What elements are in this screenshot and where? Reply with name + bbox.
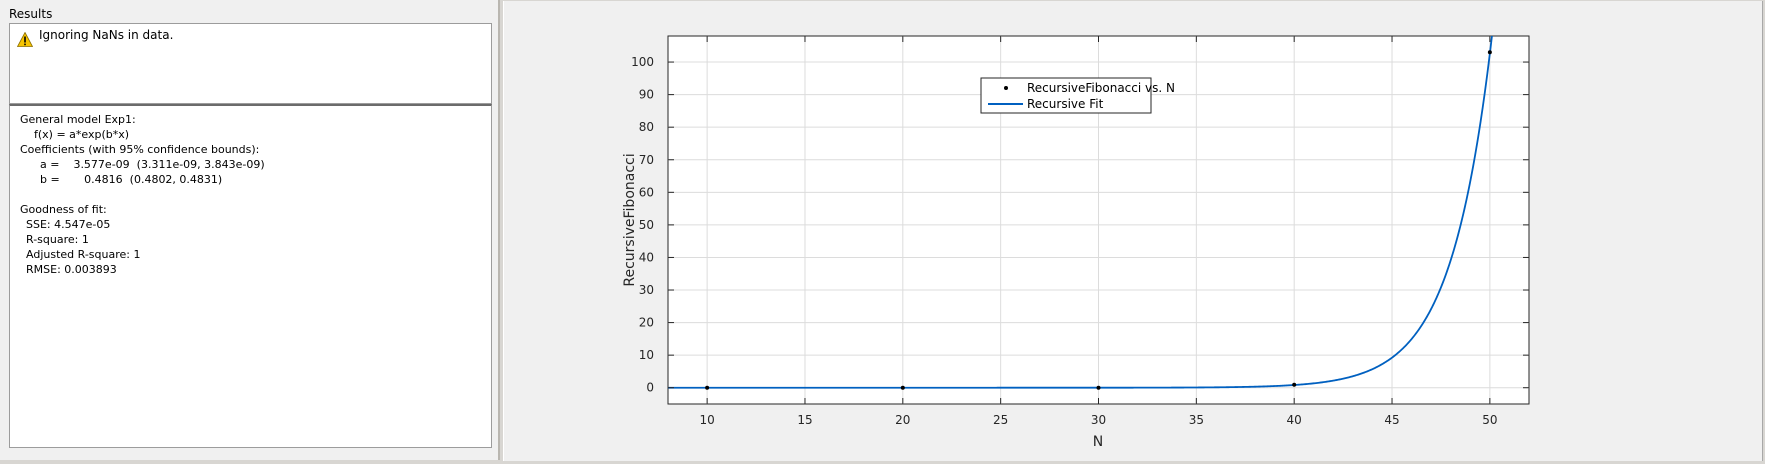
data-point <box>705 385 710 390</box>
data-point <box>1292 382 1297 387</box>
x-tick-label: 40 <box>1287 413 1302 427</box>
data-point <box>1487 50 1492 55</box>
warning-text: Ignoring NaNs in data. <box>39 28 174 42</box>
rmse-value: RMSE: 0.003893 <box>26 263 117 276</box>
y-tick-label: 80 <box>639 120 654 134</box>
coefficient-b: b = 0.4816 (0.4802, 0.4831) <box>40 173 223 186</box>
x-tick-label: 35 <box>1189 413 1204 427</box>
y-tick-label: 10 <box>639 348 654 362</box>
coefficient-a: a = 3.577e-09 (3.311e-09, 3.843e-09) <box>40 158 265 171</box>
legend[interactable]: RecursiveFibonacci vs. N Recursive Fit <box>980 77 1175 114</box>
results-panel: Results Ignoring NaNs in data. General m… <box>0 0 500 460</box>
y-tick-label: 70 <box>639 153 654 167</box>
y-tick-label: 20 <box>639 316 654 330</box>
y-tick-label: 100 <box>631 55 654 69</box>
x-tick-label: 45 <box>1384 413 1399 427</box>
coefficients-header: Coefficients (with 95% confidence bounds… <box>20 143 260 156</box>
model-equation: f(x) = a*exp(b*x) <box>34 128 130 141</box>
y-tick-label: 40 <box>639 250 654 264</box>
y-axis-ticks: 0 10 20 30 40 50 60 70 80 90 100 <box>631 55 1529 395</box>
legend-item-data: RecursiveFibonacci vs. N <box>1027 81 1175 95</box>
fit-chart[interactable]: 10 15 20 25 30 35 40 45 50 0 10 20 30 40 50 60 70 80 90 10… <box>504 1 1762 459</box>
y-tick-label: 30 <box>639 283 654 297</box>
x-tick-label: 10 <box>699 413 714 427</box>
adj-rsquare-value: Adjusted R-square: 1 <box>26 248 141 261</box>
sse-value: SSE: 4.547e-05 <box>26 218 111 231</box>
x-tick-label: 25 <box>993 413 1008 427</box>
x-tick-label: 20 <box>895 413 910 427</box>
data-point <box>900 385 905 390</box>
x-tick-label: 50 <box>1482 413 1497 427</box>
data-point <box>1096 385 1101 390</box>
x-tick-label: 15 <box>797 413 812 427</box>
fit-results-box: General model Exp1: f(x) = a*exp(b*x) Co… <box>9 104 492 448</box>
rsquare-value: R-square: 1 <box>26 233 89 246</box>
fit-curve <box>668 35 1493 389</box>
legend-item-fit: Recursive Fit <box>1027 97 1104 111</box>
data-points-layer <box>705 50 1492 390</box>
model-title: General model Exp1: <box>20 113 136 126</box>
fit-curve-layer <box>668 35 1493 389</box>
y-tick-label: 0 <box>646 381 654 395</box>
gof-header: Goodness of fit: <box>20 203 107 216</box>
grid-lines <box>668 36 1529 404</box>
y-tick-label: 50 <box>639 218 654 232</box>
x-axis-label: N <box>1093 434 1103 450</box>
warning-icon <box>17 32 33 47</box>
plot-panel: 10 15 20 25 30 35 40 45 50 0 10 20 30 40 50 60 70 80 90 10… <box>503 1 1763 461</box>
legend-point-marker <box>1004 86 1008 90</box>
y-tick-label: 60 <box>639 185 654 199</box>
y-axis-label: RecursiveFibonacci <box>622 153 638 286</box>
results-panel-title: Results <box>9 7 53 21</box>
message-box: Ignoring NaNs in data. <box>9 23 492 104</box>
y-tick-label: 90 <box>639 88 654 102</box>
x-axis-ticks: 10 15 20 25 30 35 40 45 50 <box>699 36 1498 427</box>
legend-box <box>980 77 1152 114</box>
x-tick-label: 30 <box>1091 413 1106 427</box>
